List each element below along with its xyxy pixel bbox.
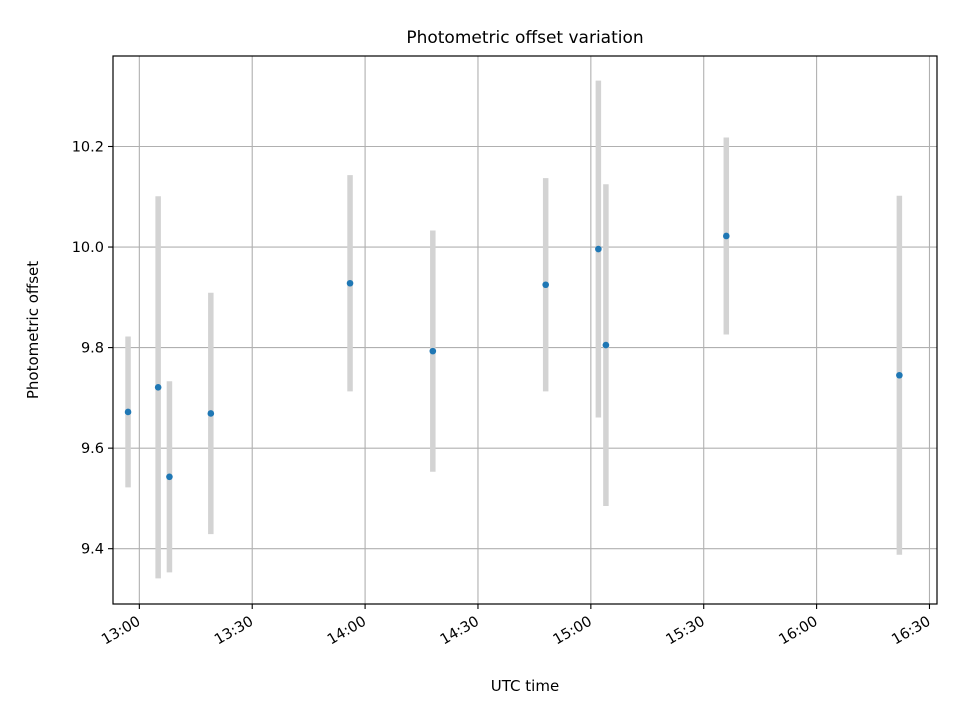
grid — [113, 56, 937, 604]
data-point — [154, 384, 162, 391]
data-point — [166, 473, 173, 481]
data-point — [722, 232, 730, 240]
data-point — [429, 347, 437, 355]
y-axis-ticks: 9.4 9.6 9.8 10.0 10.2 — [72, 139, 113, 558]
y-tick-label: 9.4 — [81, 542, 104, 558]
y-tick-label: 9.6 — [81, 441, 104, 457]
data-point — [207, 410, 215, 417]
chart-title: Photometric offset variation — [406, 28, 643, 48]
x-axis-label: UTC time — [491, 677, 559, 695]
data-point — [346, 279, 354, 287]
y-tick-label: 10.2 — [72, 139, 104, 155]
y-axis-label: Photometric offset — [24, 261, 42, 399]
y-tick-label: 10.0 — [72, 240, 104, 256]
data-points — [124, 232, 903, 481]
plot-frame — [112, 55, 938, 605]
data-point — [896, 371, 903, 379]
data-point — [602, 341, 610, 349]
y-tick-label: 9.8 — [81, 341, 104, 357]
data-point — [124, 408, 132, 416]
data-point — [595, 245, 602, 253]
data-point — [542, 281, 549, 289]
